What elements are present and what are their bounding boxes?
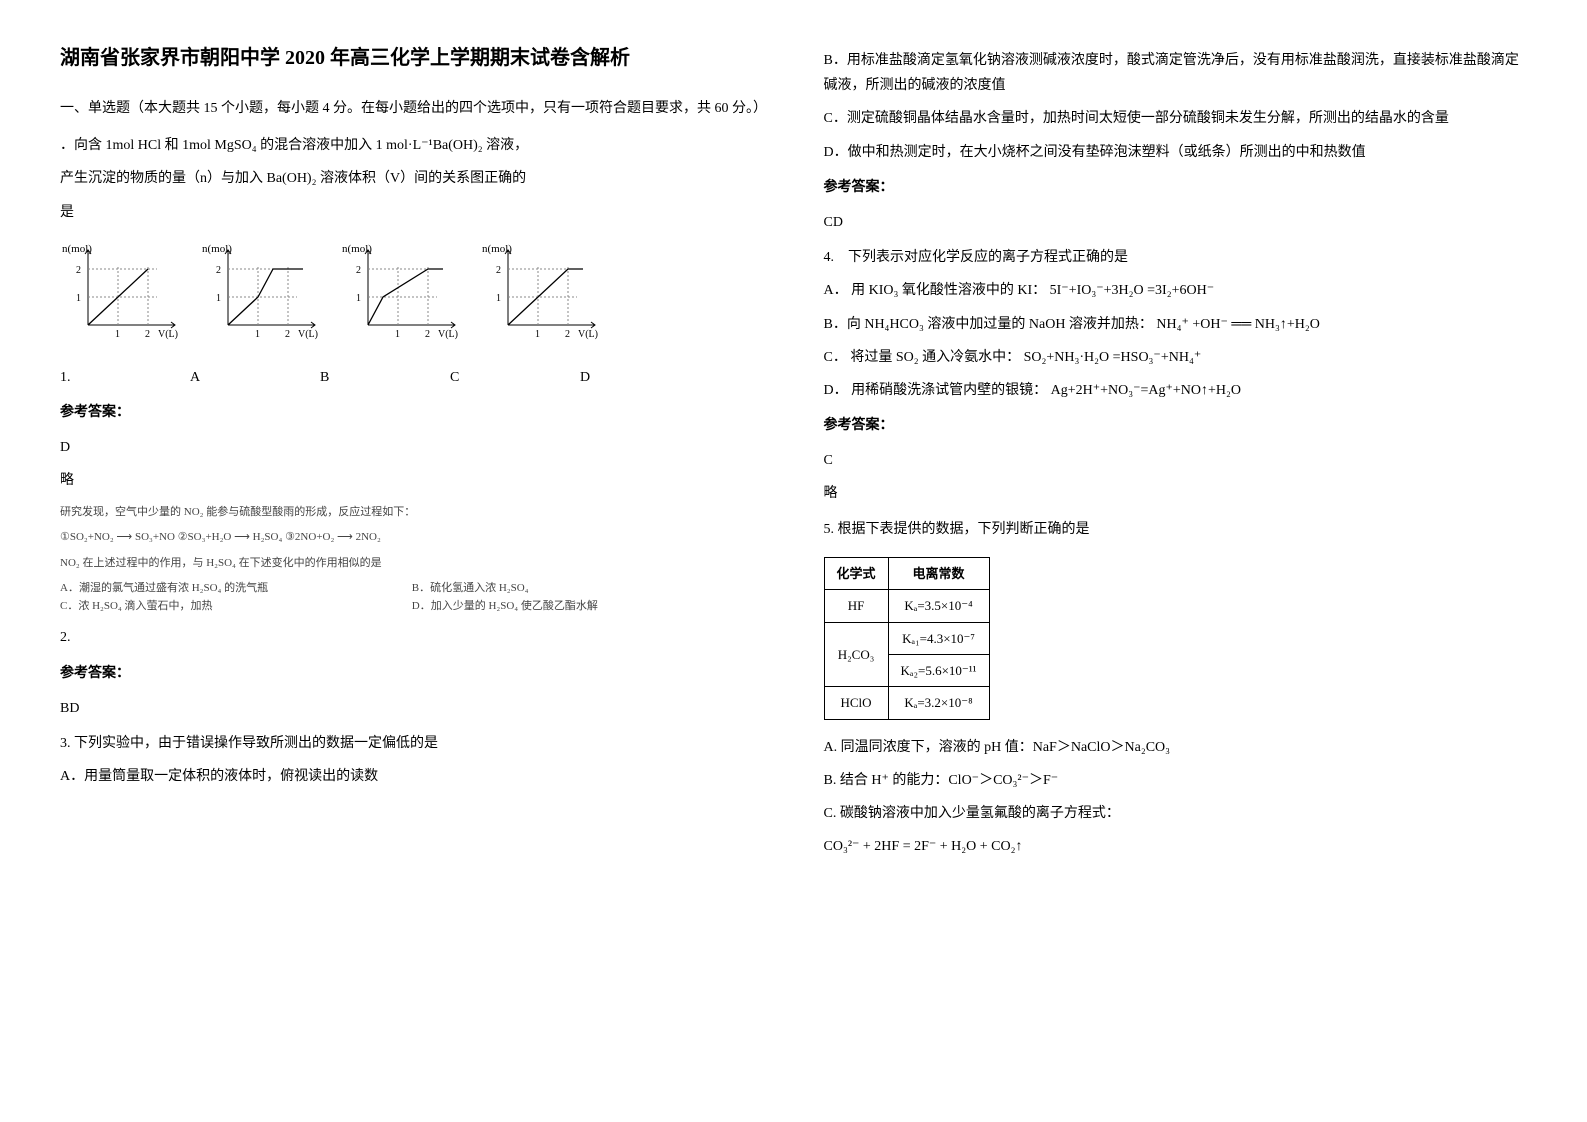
svg-text:2: 2 xyxy=(565,329,570,340)
q4-optC: C． 将过量 SO₂ 通入冷氨水中： SO₂+NH₃·H₂O =HSO₃⁻+NH… xyxy=(824,345,1528,370)
q5-th-1: 化学式 xyxy=(824,557,888,589)
q1-answer: D xyxy=(60,435,764,460)
q2-optD: D．加入少量的 H₂SO₄ 使乙酸乙酯水解 xyxy=(412,598,764,616)
q1-explanation: 略 xyxy=(60,468,764,493)
q2-optB: B．硫化氢通入浓 H₂SO₄ xyxy=(412,580,764,598)
q1-chart-a: n(mol)1212V(L) xyxy=(60,240,180,350)
q1-number: 1. xyxy=(60,365,190,390)
q2-stem1: ①SO₂+NO₂ ⟶ SO₃+NO ②SO₃+H₂O ⟶ H₂SO₄ ③2NO+… xyxy=(60,529,764,547)
svg-text:2: 2 xyxy=(496,265,501,276)
svg-text:2: 2 xyxy=(356,265,361,276)
q3-optD: D．做中和热测定时，在大小烧杯之间没有垫碎泡沫塑料（或纸条）所测出的中和热数值 xyxy=(824,140,1528,165)
svg-text:1: 1 xyxy=(395,329,400,340)
q3-stem: 3. 下列实验中，由于错误操作导致所测出的数据一定偏低的是 xyxy=(60,731,764,756)
table-row: HClO Kₐ=3.2×10⁻⁸ xyxy=(824,687,989,719)
q4-answer: C xyxy=(824,448,1528,473)
q3-optC: C．测定硫酸铜晶体结晶水含量时，加热时间太短使一部分硫酸铜未发生分解，所测出的结… xyxy=(824,106,1528,131)
q2-answer-label: 参考答案： xyxy=(60,661,764,686)
q1-stem-1: ．向含 1mol HCl 和 1mol MgSO₄ 的混合溶液中加入 1 mol… xyxy=(60,133,764,158)
q5-optC: C. 碳酸钠溶液中加入少量氢氟酸的离子方程式： xyxy=(824,801,1528,826)
q1-opt-b: B xyxy=(320,365,450,390)
q1-chart-c: n(mol)1212V(L) xyxy=(340,240,460,350)
q5-cell: HClO xyxy=(824,687,888,719)
question-5: 5. 根据下表提供的数据，下列判断正确的是 化学式 电离常数 HF Kₐ=3.5… xyxy=(824,517,1528,860)
q5-cell: Kₐ₂=5.6×10⁻¹¹ xyxy=(888,654,989,686)
svg-text:1: 1 xyxy=(216,293,221,304)
q5-table: 化学式 电离常数 HF Kₐ=3.5×10⁻⁴ H₂CO₃ Kₐ₁=4.3×10… xyxy=(824,557,990,720)
q2-stem2: NO₂ 在上述过程中的作用，与 H₂SO₄ 在下述变化中的作用相似的是 xyxy=(60,555,764,573)
svg-text:2: 2 xyxy=(425,329,430,340)
table-row: HF Kₐ=3.5×10⁻⁴ xyxy=(824,590,989,622)
q5-optB: B. 结合 H⁺ 的能力：ClO⁻＞CO₃²⁻＞F⁻ xyxy=(824,768,1528,793)
svg-text:V(L): V(L) xyxy=(158,329,178,340)
right-column: B．用标准盐酸滴定氢氧化钠溶液测碱液浓度时，酸式滴定管洗净后，没有用标准盐酸润洗… xyxy=(824,40,1528,870)
section-1-heading: 一、单选题（本大题共 15 个小题，每小题 4 分。在每小题给出的四个选项中，只… xyxy=(60,96,764,121)
q2-optA: A．潮湿的氯气通过盛有浓 H₂SO₄ 的洗气瓶 xyxy=(60,580,412,598)
question-4: 4. 下列表示对应化学反应的离子方程式正确的是 A． 用 KIO₃ 氧化酸性溶液… xyxy=(824,245,1528,507)
table-row: 化学式 电离常数 xyxy=(824,557,989,589)
question-3: 3. 下列实验中，由于错误操作导致所测出的数据一定偏低的是 A．用量筒量取一定体… xyxy=(60,731,764,789)
svg-text:1: 1 xyxy=(356,293,361,304)
svg-text:2: 2 xyxy=(216,265,221,276)
q5-cell: Kₐ=3.5×10⁻⁴ xyxy=(888,590,989,622)
q1-opt-a: A xyxy=(190,365,320,390)
q1-chart-b: n(mol)1212V(L) xyxy=(200,240,320,350)
svg-text:1: 1 xyxy=(496,293,501,304)
svg-text:V(L): V(L) xyxy=(578,329,598,340)
q2-stem0: 研究发现，空气中少量的 NO₂ 能参与硫酸型酸雨的形成，反应过程如下： xyxy=(60,504,764,522)
q1-option-row: 1. A B C D xyxy=(60,365,764,390)
q3-answer-label: 参考答案： xyxy=(824,175,1528,200)
q4-optB: B．向 NH₄HCO₃ 溶液中加过量的 NaOH 溶液并加热： NH₄⁺ +OH… xyxy=(824,312,1528,337)
table-row: H₂CO₃ Kₐ₁=4.3×10⁻⁷ xyxy=(824,622,989,654)
svg-text:1: 1 xyxy=(76,293,81,304)
q5-optC-eq: CO₃²⁻ + 2HF = 2F⁻ + H₂O + CO₂↑ xyxy=(824,834,1528,859)
q3-optA: A．用量筒量取一定体积的液体时，俯视读出的读数 xyxy=(60,764,764,789)
q4-explanation: 略 xyxy=(824,481,1528,506)
q1-stem-2: 产生沉淀的物质的量（n）与加入 Ba(OH)₂ 溶液体积（V）间的关系图正确的 xyxy=(60,166,764,191)
q3-optB: B．用标准盐酸滴定氢氧化钠溶液测碱液浓度时，酸式滴定管洗净后，没有用标准盐酸润洗… xyxy=(824,48,1528,98)
question-2: 研究发现，空气中少量的 NO₂ 能参与硫酸型酸雨的形成，反应过程如下： ①SO₂… xyxy=(60,504,764,616)
q1-opt-c: C xyxy=(450,365,580,390)
svg-text:1: 1 xyxy=(255,329,260,340)
left-column: 湖南省张家界市朝阳中学 2020 年高三化学上学期期末试卷含解析 一、单选题（本… xyxy=(60,40,764,870)
svg-text:V(L): V(L) xyxy=(298,329,318,340)
q5-cell: HF xyxy=(824,590,888,622)
q4-optA: A． 用 KIO₃ 氧化酸性溶液中的 KI： 5I⁻+IO₃⁻+3H₂O =3I… xyxy=(824,278,1528,303)
q3-answer: CD xyxy=(824,210,1528,235)
q1-answer-label: 参考答案： xyxy=(60,400,764,425)
svg-text:2: 2 xyxy=(285,329,290,340)
q1-opt-d: D xyxy=(580,365,710,390)
q4-optD: D． 用稀硝酸洗涤试管内壁的银镜： Ag+2H⁺+NO₃⁻=Ag⁺+NO↑+H₂… xyxy=(824,378,1528,403)
q5-th-2: 电离常数 xyxy=(888,557,989,589)
q5-optA: A. 同温同浓度下，溶液的 pH 值：NaF＞NaClO＞Na₂CO₃ xyxy=(824,735,1528,760)
q4-answer-label: 参考答案： xyxy=(824,413,1528,438)
q2-optC: C．浓 H₂SO₄ 滴入萤石中，加热 xyxy=(60,598,412,616)
q5-stem: 5. 根据下表提供的数据，下列判断正确的是 xyxy=(824,517,1528,542)
svg-text:2: 2 xyxy=(145,329,150,340)
question-1: ．向含 1mol HCl 和 1mol MgSO₄ 的混合溶液中加入 1 mol… xyxy=(60,133,764,493)
q1-chart-d: n(mol)1212V(L) xyxy=(480,240,600,350)
svg-text:2: 2 xyxy=(76,265,81,276)
svg-text:1: 1 xyxy=(535,329,540,340)
q5-cell: Kₐ=3.2×10⁻⁸ xyxy=(888,687,989,719)
q4-stem: 4. 下列表示对应化学反应的离子方程式正确的是 xyxy=(824,245,1528,270)
q1-stem-3: 是 xyxy=(60,200,764,225)
q5-cell: Kₐ₁=4.3×10⁻⁷ xyxy=(888,622,989,654)
exam-title: 湖南省张家界市朝阳中学 2020 年高三化学上学期期末试卷含解析 xyxy=(60,40,764,76)
q2-answer: BD xyxy=(60,696,764,721)
q5-cell: H₂CO₃ xyxy=(824,622,888,687)
q2-number: 2. xyxy=(60,625,764,650)
svg-text:V(L): V(L) xyxy=(438,329,458,340)
svg-text:1: 1 xyxy=(115,329,120,340)
q1-chart-row: n(mol)1212V(L) n(mol)1212V(L) n(mol)1212… xyxy=(60,240,764,350)
